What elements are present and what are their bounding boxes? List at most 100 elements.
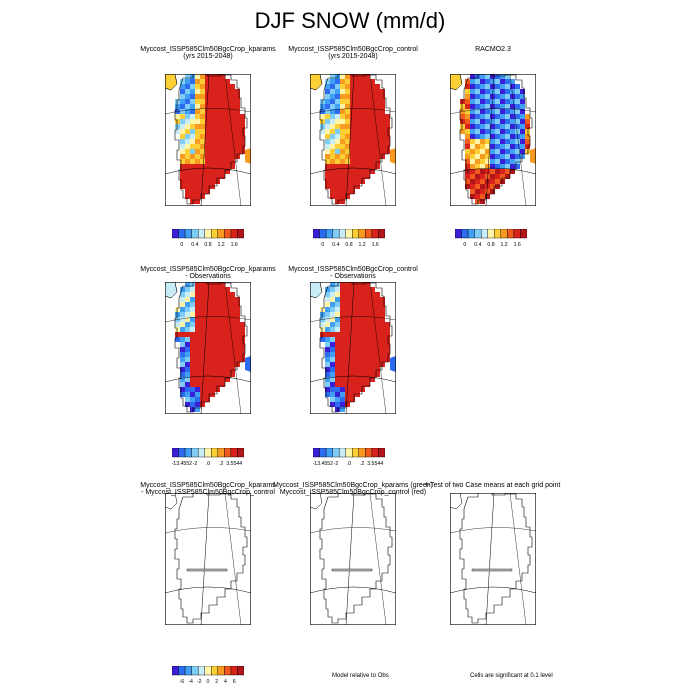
grid-cell xyxy=(345,159,350,164)
grid-cell xyxy=(340,402,345,407)
grid-cell xyxy=(365,144,370,149)
grid-cell xyxy=(240,129,245,134)
colorbar-swatch xyxy=(172,448,179,458)
grid-cell xyxy=(325,179,330,184)
grid-cell xyxy=(325,367,330,372)
grid-cell xyxy=(345,94,350,99)
grid-cell xyxy=(370,104,375,109)
grid-cell xyxy=(485,109,490,114)
grid-cell xyxy=(335,124,340,129)
grid-cell xyxy=(190,119,195,124)
grid-cell xyxy=(490,179,495,184)
grid-cell xyxy=(370,307,375,312)
grid-cell xyxy=(200,79,205,84)
grid-cell xyxy=(185,194,190,199)
grid-cell xyxy=(465,159,470,164)
grid-cell xyxy=(180,149,185,154)
grid-cell xyxy=(460,99,465,104)
colorbar-swatch xyxy=(217,229,225,239)
grid-cell xyxy=(490,189,495,194)
grid-cell xyxy=(350,357,355,362)
grid-cell xyxy=(515,114,520,119)
grid-cell xyxy=(235,342,240,347)
grid-cell xyxy=(175,322,180,327)
grid-cell xyxy=(190,302,195,307)
colorbar-label: -13.4552 xyxy=(172,461,192,467)
grid-cell xyxy=(345,109,350,114)
grid-cell xyxy=(515,124,520,129)
grid-cell xyxy=(210,357,215,362)
grid-cell xyxy=(470,189,475,194)
grid-cell xyxy=(200,159,205,164)
grid-cell xyxy=(360,94,365,99)
colorbar-swatch xyxy=(224,666,232,676)
grid-cell xyxy=(510,89,515,94)
grid-cell xyxy=(365,94,370,99)
grid-cell xyxy=(525,124,530,129)
colorbar-swatch xyxy=(184,229,192,239)
grid-cell xyxy=(210,79,215,84)
grid-cell xyxy=(360,164,365,169)
grid-cell xyxy=(330,144,335,149)
grid-cell xyxy=(510,114,515,119)
grid-cell xyxy=(330,322,335,327)
grid-cell xyxy=(185,382,190,387)
grid-cell xyxy=(345,174,350,179)
grid-cell xyxy=(340,317,345,322)
grid-cell xyxy=(200,89,205,94)
grid-cell xyxy=(195,327,200,332)
grid-cell xyxy=(240,342,245,347)
grid-cell xyxy=(230,109,235,114)
grid-cell xyxy=(210,89,215,94)
grid-cell xyxy=(205,332,210,337)
grid-cell xyxy=(360,124,365,129)
grid-cell xyxy=(190,129,195,134)
grid-cell xyxy=(335,129,340,134)
grid-cell xyxy=(480,169,485,174)
grid-cell xyxy=(345,332,350,337)
grid-cell xyxy=(230,124,235,129)
grid-cell xyxy=(205,174,210,179)
grid-cell xyxy=(515,144,520,149)
grid-cell xyxy=(480,194,485,199)
grid-cell xyxy=(345,154,350,159)
grid-cell xyxy=(230,149,235,154)
grid-cell xyxy=(210,179,215,184)
grid-cell xyxy=(370,144,375,149)
grid-cell xyxy=(465,99,470,104)
grid-cell xyxy=(190,407,195,412)
grid-cell xyxy=(185,347,190,352)
grid-cell xyxy=(335,199,340,204)
grid-cell xyxy=(235,327,240,332)
grid-cell xyxy=(375,149,380,154)
grid-cell xyxy=(215,362,220,367)
grid-cell xyxy=(200,134,205,139)
grid-cell xyxy=(370,109,375,114)
panel-title: Myccost_ISSP585Clm50BgcCrop_kparams - Myc… xyxy=(125,482,291,496)
coastline xyxy=(319,493,393,624)
grid-cell xyxy=(355,144,360,149)
grid-cell xyxy=(230,119,235,124)
grid-cell xyxy=(345,322,350,327)
grid-cell xyxy=(195,397,200,402)
grid-cell xyxy=(380,317,385,322)
colorbar-swatch xyxy=(332,229,340,239)
grid-cell xyxy=(330,402,335,407)
grid-cell xyxy=(215,99,220,104)
grid-cell xyxy=(340,287,345,292)
grid-cell xyxy=(500,74,505,79)
grid-cell xyxy=(185,322,190,327)
grid-cell xyxy=(210,377,215,382)
colorbar-swatch xyxy=(191,448,199,458)
latitude-line xyxy=(450,586,536,594)
grid-cell xyxy=(180,367,185,372)
grid-cell xyxy=(215,312,220,317)
grid-cell xyxy=(185,154,190,159)
grid-cell xyxy=(505,79,510,84)
grid-cell xyxy=(235,119,240,124)
grid-cell xyxy=(360,347,365,352)
grid-cell xyxy=(220,312,225,317)
grid-cell xyxy=(485,184,490,189)
grid-cell xyxy=(215,382,220,387)
grid-cell xyxy=(220,149,225,154)
